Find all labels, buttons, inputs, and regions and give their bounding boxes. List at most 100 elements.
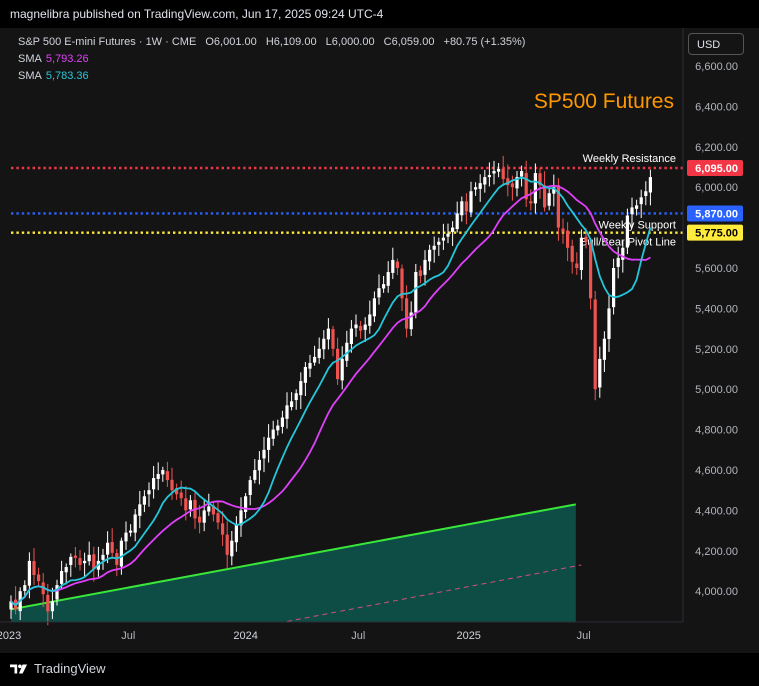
- candle-body: [285, 405, 289, 419]
- candle-body: [152, 478, 156, 490]
- candle-body: [359, 325, 363, 331]
- chart-title: SP500 Futures: [534, 90, 674, 113]
- tradingview-brand[interactable]: TradingView: [10, 661, 106, 676]
- time-axis[interactable]: 2023 Jul 2024 Jul 2025 Jul: [0, 621, 683, 642]
- candle-body: [336, 348, 340, 380]
- candle-body: [313, 356, 317, 363]
- candle-body: [198, 516, 202, 523]
- time-tick-label: Jul: [121, 630, 135, 642]
- candle-body: [547, 193, 551, 206]
- candle-body: [133, 514, 137, 533]
- candle-body: [290, 401, 294, 408]
- candle-body: [561, 228, 565, 232]
- candle-body: [400, 268, 404, 299]
- time-tick-label: 2024: [233, 630, 257, 642]
- candle-body: [648, 177, 652, 193]
- candle-body: [184, 498, 188, 511]
- publish-info: magnelibra published on TradingView.com,…: [10, 7, 384, 21]
- candle-body: [221, 523, 225, 535]
- candle-body: [455, 213, 459, 230]
- candle-body: [119, 540, 123, 567]
- legend-sma-slow[interactable]: SMA 5,793.26: [18, 53, 89, 65]
- candle-body: [78, 558, 82, 565]
- candle-body: [9, 601, 13, 610]
- price-axis[interactable]: 6,600.00 6,400.00 6,200.00 6,000.00 5,600.00…: [682, 28, 738, 622]
- candle-body: [368, 314, 372, 326]
- candle-body: [32, 561, 36, 576]
- candle-body: [575, 263, 579, 268]
- candle-body: [543, 185, 547, 208]
- price-tick-label: 4,000.00: [695, 586, 738, 598]
- candle-body: [639, 197, 643, 205]
- candle-body: [142, 496, 146, 505]
- candle-body: [83, 560, 87, 564]
- candle-body: [340, 358, 344, 381]
- dashed-line: [286, 564, 582, 622]
- legend-symbol-row: S&P 500 E-mini Futures · 1W · CME O6,001…: [18, 34, 525, 51]
- candle-body: [253, 470, 257, 480]
- candle-body: [147, 490, 151, 495]
- candle-body: [391, 259, 395, 273]
- channel-fill: [11, 504, 576, 622]
- legend-sma-fast[interactable]: SMA 5,783.36: [18, 70, 89, 82]
- ohlc-high: H6,109.00: [265, 36, 317, 48]
- currency-button[interactable]: USD: [688, 33, 744, 55]
- candle-body: [73, 555, 77, 558]
- candle-body: [110, 542, 114, 553]
- candle-body: [27, 560, 31, 586]
- candle-body: [326, 328, 330, 340]
- candle-body: [423, 259, 427, 275]
- level-price-tag: [687, 160, 743, 177]
- candle-body: [60, 571, 64, 584]
- chart-svg[interactable]: 6,095.00 Weekly Resistance 5,870.00 Weekly …: [0, 28, 759, 653]
- price-tick-label: 4,600.00: [695, 465, 738, 477]
- candle-body: [579, 237, 583, 271]
- candle-body: [363, 324, 367, 330]
- candle-body: [497, 169, 501, 172]
- symbol-name[interactable]: S&P 500 E-mini Futures · 1W · CME: [18, 36, 197, 48]
- trend-line: [10, 503, 576, 611]
- candle-body: [566, 230, 570, 248]
- candle-body: [248, 480, 252, 495]
- candle-body: [520, 171, 524, 177]
- level-price-label: 5,775.00: [695, 228, 738, 240]
- candle-body: [529, 201, 533, 204]
- ohlc-change: +80.75 (+1.35%): [443, 36, 526, 48]
- candle-body: [533, 173, 537, 204]
- candle-body: [570, 245, 574, 262]
- trend-channel-fill: [11, 504, 576, 622]
- candle-body: [50, 601, 54, 612]
- candle-body: [584, 236, 588, 242]
- level-price-label: 6,095.00: [695, 163, 738, 175]
- candle-body: [487, 175, 491, 178]
- price-tick-label: 4,800.00: [695, 425, 738, 437]
- candle-body: [211, 505, 215, 515]
- legend: S&P 500 E-mini Futures · 1W · CME O6,001…: [18, 34, 525, 85]
- candle-body: [230, 540, 234, 557]
- price-tick-label: 5,400.00: [695, 303, 738, 315]
- candle-body: [225, 534, 229, 555]
- candle-body: [175, 488, 179, 495]
- candle-body: [303, 366, 307, 383]
- candle-body: [451, 227, 455, 232]
- tradingview-logo-icon: [10, 664, 28, 673]
- candle-body: [644, 191, 648, 196]
- candle-body: [280, 417, 284, 427]
- candle-body: [46, 594, 50, 612]
- candle-body: [616, 257, 620, 267]
- brand-name: TradingView: [34, 661, 106, 676]
- candle-body: [170, 479, 174, 491]
- level-name-label: Weekly Support: [599, 219, 676, 231]
- candle-body: [437, 241, 441, 245]
- candle-body: [299, 381, 303, 396]
- candle-body: [469, 191, 473, 213]
- candle-body: [377, 288, 381, 298]
- candle-body: [589, 242, 593, 299]
- price-tick-label: 6,400.00: [695, 101, 738, 113]
- price-tick-label: 5,000.00: [695, 384, 738, 396]
- level-name-label: Weekly Resistance: [583, 153, 676, 165]
- candle-body: [294, 393, 298, 401]
- candle-body: [446, 233, 450, 237]
- candle-body: [92, 554, 96, 569]
- candle-body: [386, 272, 390, 286]
